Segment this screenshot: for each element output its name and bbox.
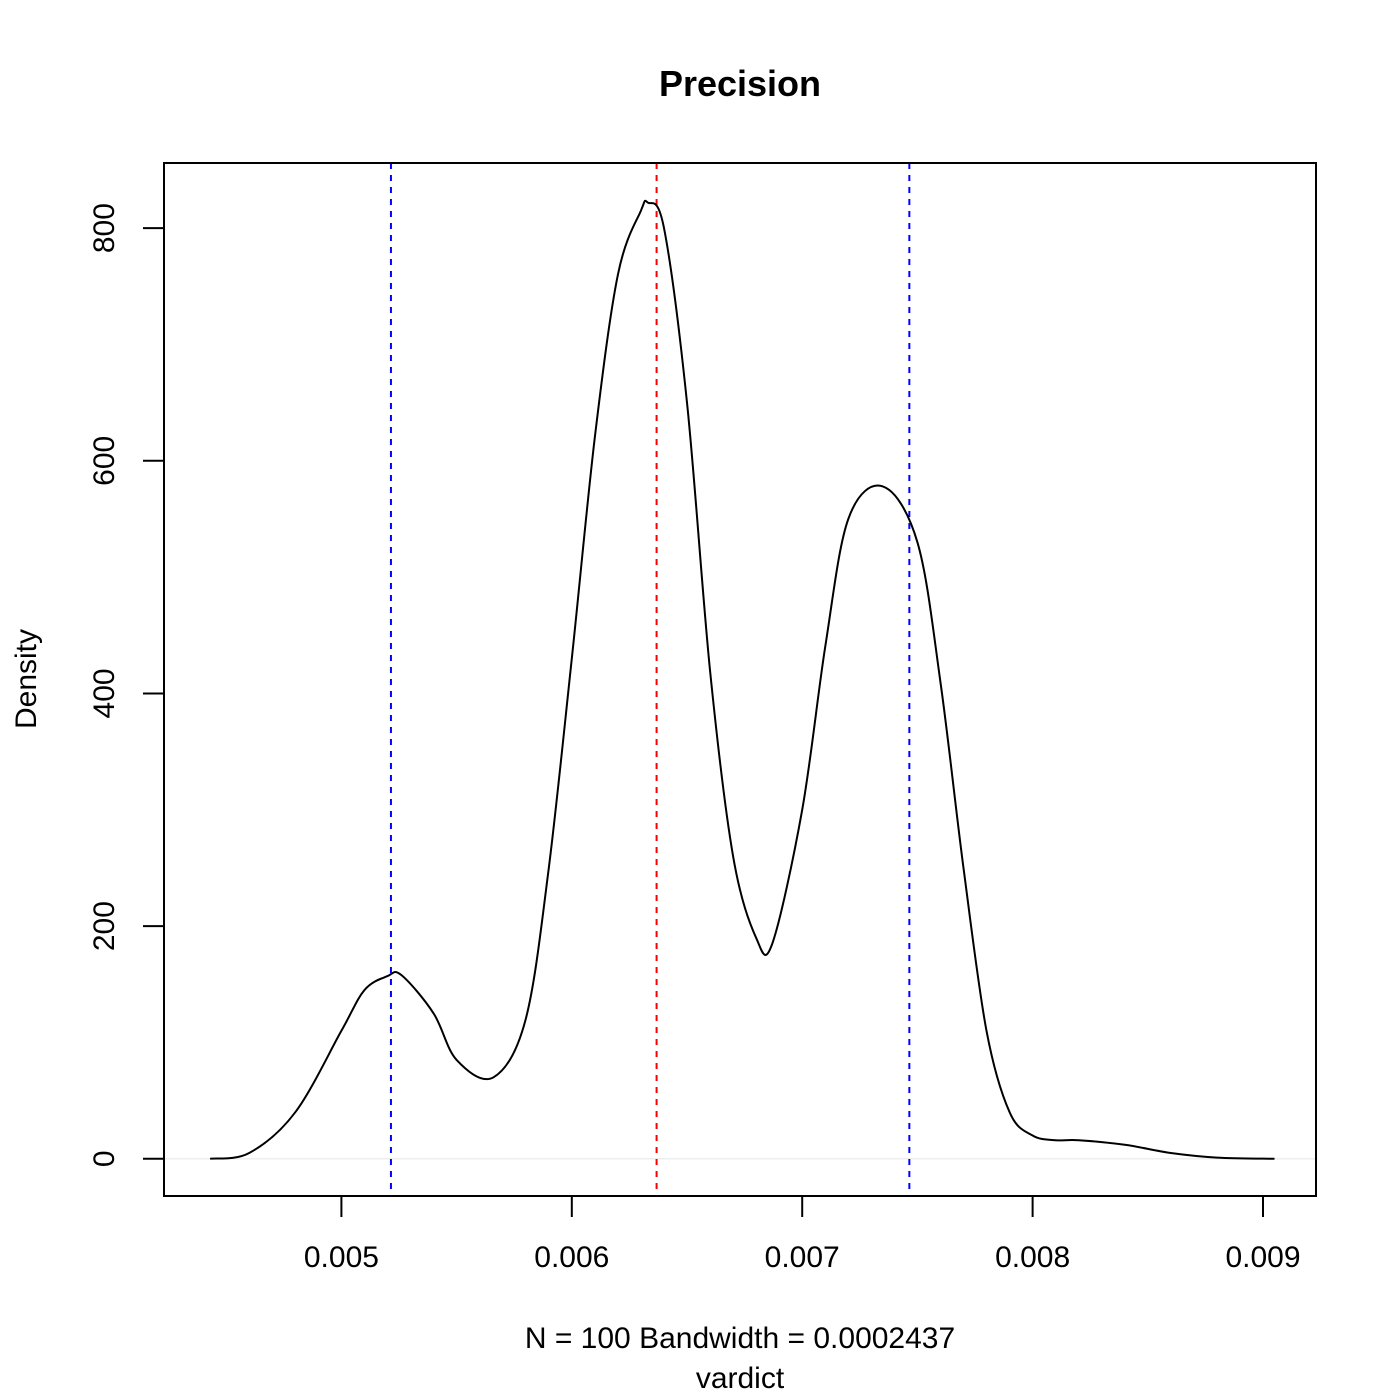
y-tick-label: 800 xyxy=(88,203,121,253)
x-tick-label: 0.008 xyxy=(995,1241,1070,1274)
y-tick-label: 0 xyxy=(88,1150,121,1167)
x-axis: 0.005 0.006 0.007 0.008 0.009 xyxy=(304,1195,1301,1274)
y-tick-label: 400 xyxy=(88,668,121,718)
y-axis-label: Density xyxy=(10,629,43,729)
x-tick-label: 0.009 xyxy=(1225,1241,1300,1274)
y-tick-label: 200 xyxy=(88,901,121,951)
y-axis: 0 200 400 600 800 xyxy=(88,203,165,1167)
x-axis-sublabel: vardict xyxy=(696,1362,785,1395)
x-tick-label: 0.005 xyxy=(304,1241,379,1274)
x-axis-label: N = 100 Bandwidth = 0.0002437 xyxy=(525,1322,955,1355)
chart-title: Precision xyxy=(659,63,821,104)
x-tick-label: 0.007 xyxy=(765,1241,840,1274)
y-tick-label: 600 xyxy=(88,436,121,486)
density-curve xyxy=(209,199,1275,1160)
reference-lines xyxy=(389,163,911,1196)
x-tick-label: 0.006 xyxy=(534,1241,609,1274)
